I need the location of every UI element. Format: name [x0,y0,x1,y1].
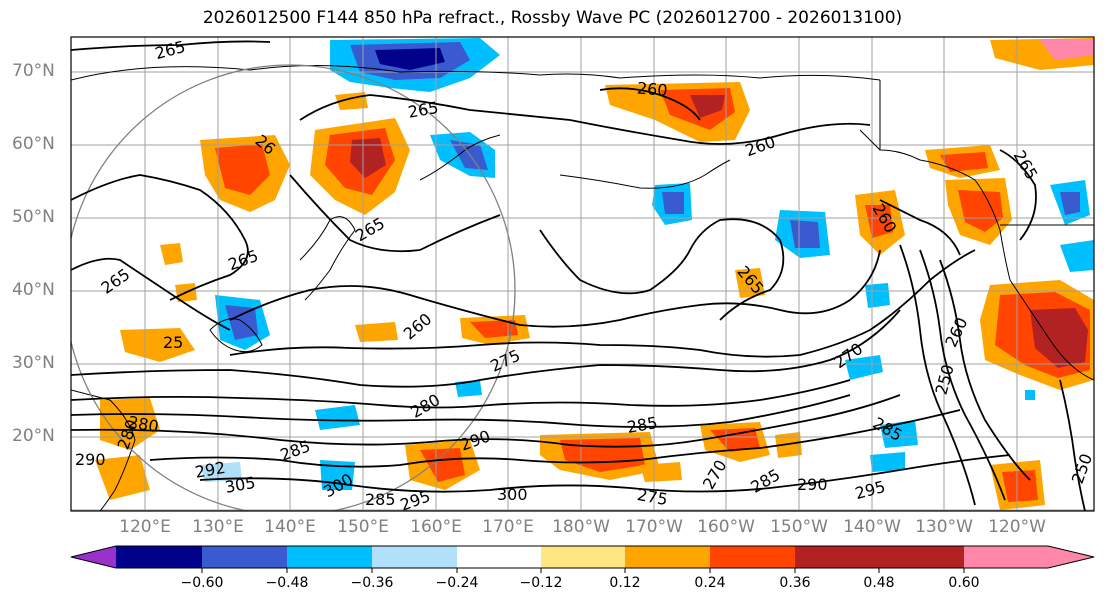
colorbar-segment [116,546,202,568]
lon-label: 130°W [915,517,973,537]
colorbar-tick-label: −0.12 [519,575,563,591]
lon-label: 140°E [264,517,316,537]
lon-label: 130°E [192,517,244,537]
lat-label-60n: 60°N [12,134,55,154]
colorbar [70,545,1095,573]
colorbar-segment [457,546,541,568]
rossby-circle [71,64,516,511]
lon-label: 180°W [552,517,610,537]
colorbar-segment [710,546,795,568]
contour-label: 290 [797,475,828,494]
contour-label: 25 [163,333,183,352]
lon-label: 150°E [337,517,389,537]
colorbar-tick-label: −0.60 [180,575,224,591]
lon-label: 160°W [697,517,755,537]
lon-label: 170°W [625,517,683,537]
colorbar-segment [625,546,710,568]
colorbar-tick-label: 0.36 [779,575,811,591]
contour-lines [71,40,1086,511]
colorbar-segment [202,546,287,568]
colorbar-tick-label: 0.60 [948,575,980,591]
lon-label: 150°W [770,517,828,537]
colorbar-segment [372,546,457,568]
lat-label-70n: 70°N [12,61,55,81]
lat-label-30n: 30°N [12,353,55,373]
map-frame [70,36,1095,512]
lon-label: 170°E [482,517,534,537]
contour-label: 290 [75,450,106,469]
lon-label: 120°E [119,517,171,537]
lon-label: 160°E [410,517,462,537]
colorbar-tick-label: −0.24 [435,575,479,591]
lat-label-20n: 20°N [12,426,55,446]
lat-label-40n: 40°N [12,280,55,300]
colorbar-tick-label: 0.24 [694,575,726,591]
colorbar-extend-high [964,546,1094,568]
lat-label-50n: 50°N [12,207,55,227]
colorbar-tick-label: −0.36 [350,575,394,591]
contour-labels: 265 265 260 260 265 26 265 265 265 260 2… [75,37,1094,511]
coastlines [71,64,1094,511]
contour-label: 300 [497,485,528,504]
lon-label: 120°W [988,517,1046,537]
graticule [71,37,1094,511]
colorbar-segment [541,546,625,568]
colorbar-segment [795,546,879,568]
map-title: 2026012500 F144 850 hPa refract., Rossby… [202,8,903,28]
colorbar-segment [287,546,372,568]
colorbar-tick-label: 0.48 [863,575,895,591]
contour-label: 285 [365,490,396,509]
colorbar-tick-label: −0.48 [265,575,309,591]
colorbar-tick-label: 0.12 [609,575,641,591]
colorbar-extend-low [71,546,116,568]
contour-label: 260 [636,78,668,100]
lon-label: 140°W [843,517,901,537]
colorbar-segment [879,546,964,568]
